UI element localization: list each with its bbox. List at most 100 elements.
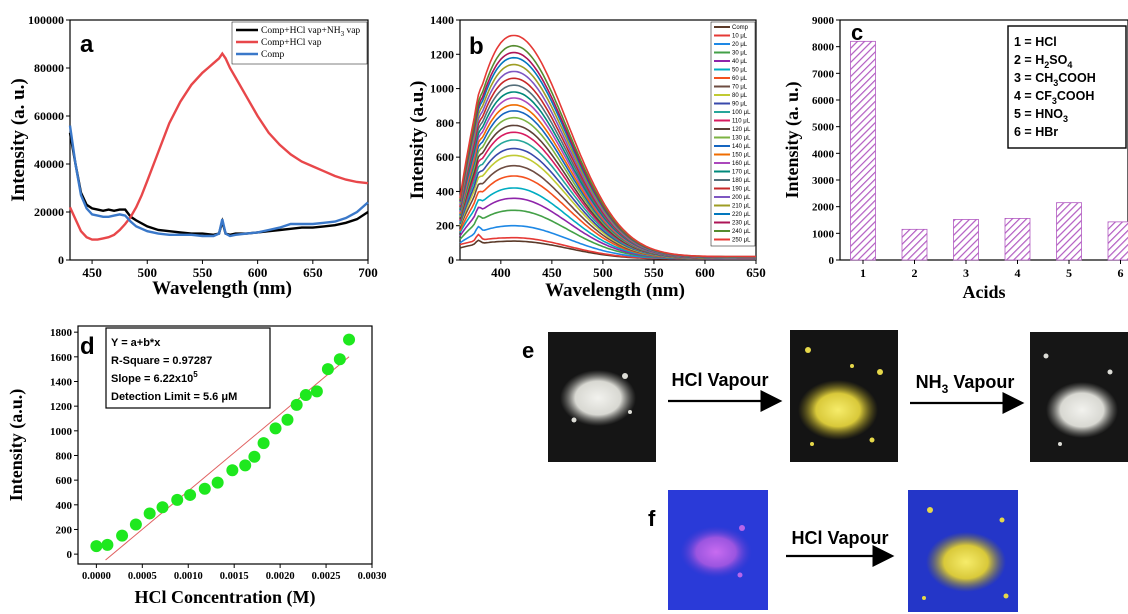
panel-b-ytick-label: 1000 bbox=[430, 82, 454, 96]
panel-d-equation: Y = a+b*x bbox=[111, 337, 161, 349]
panel-a-legend-entry: Comp+HCl vap+NH3 vap bbox=[261, 26, 360, 38]
panel-d-xlabel: HCl Concentration (M) bbox=[135, 587, 316, 608]
photo-compound-hcl-treated bbox=[790, 330, 898, 462]
panel-a-xtick-label: 550 bbox=[193, 265, 213, 280]
panel-b-xtick-label: 500 bbox=[593, 265, 613, 280]
panel-d-data-point bbox=[239, 459, 252, 472]
panel-b-legend-entry: 250 μL bbox=[732, 238, 751, 244]
panel-d-data-point bbox=[90, 540, 103, 553]
panel-b-ytick-label: 600 bbox=[436, 150, 454, 164]
panel-a-ytick-label: 80000 bbox=[34, 61, 64, 75]
panel-b-xtick-label: 400 bbox=[491, 265, 511, 280]
photo-compound-initial bbox=[548, 332, 656, 462]
panel-b-xtick-label: 600 bbox=[695, 265, 715, 280]
panel-d-info-box-frame bbox=[105, 327, 271, 409]
panel-c-ytick-label: 1000 bbox=[812, 228, 835, 240]
panel-a-series-line-1 bbox=[68, 51, 369, 241]
panel-b-legend-entry: 170 μL bbox=[732, 170, 751, 176]
panel-b-legend-box bbox=[710, 21, 756, 247]
panel-b-legend-entry: 200 μL bbox=[732, 195, 751, 201]
panel-c-ytick-label: 2000 bbox=[812, 202, 835, 214]
panel-a-series-line-0 bbox=[68, 132, 369, 237]
panel-b-ylabel: Intensity (a.u.) bbox=[407, 81, 428, 200]
panel-a-chart: 0 20000 40000 60000 80000 100000 450 500 550 600… bbox=[8, 13, 378, 299]
panel-c-chart: 0 1000 2000 3000 4000 5000 6000 7000 8000 9000 1 2… bbox=[782, 15, 1128, 302]
panel-a-xtick-label: 700 bbox=[358, 265, 378, 280]
panel-d-ylabel: Intensity (a.u.) bbox=[6, 389, 27, 502]
photo-compound-uv-initial bbox=[668, 490, 768, 610]
panel-d-data-point bbox=[156, 501, 169, 514]
panel-b-legend-entry: 60 μL bbox=[732, 76, 748, 82]
panel-d-xtick-label: 0.0005 bbox=[128, 571, 157, 582]
photo-e1-white-powder bbox=[560, 370, 636, 426]
panel-c-bar bbox=[953, 219, 979, 261]
panel-c-ytick-label: 0 bbox=[829, 255, 835, 267]
panel-c-ytick-label: 3000 bbox=[812, 175, 835, 187]
panel-f-photo-sequence: f HCl Vapour bbox=[648, 490, 1018, 612]
panel-c-bar bbox=[901, 228, 928, 261]
panel-d-data-point bbox=[116, 529, 129, 542]
panel-a-legend-entry: Comp bbox=[261, 50, 284, 60]
panel-e-label: e bbox=[522, 338, 534, 363]
panel-c-xtick-label: 2 bbox=[912, 266, 918, 280]
panel-e-hcl-vapour-label: HCl Vapour bbox=[671, 370, 768, 390]
photo-compound-uv-hcl-treated bbox=[908, 490, 1018, 612]
panel-d-r-square: R-Square = 0.97287 bbox=[111, 355, 212, 367]
panel-c-ytick-label: 4000 bbox=[812, 148, 835, 160]
panel-d-data-point bbox=[281, 413, 294, 426]
panel-c-ytick-label: 8000 bbox=[812, 42, 835, 54]
panel-f-label: f bbox=[648, 506, 656, 531]
panel-b-plot-frame bbox=[459, 19, 757, 261]
panel-c-legend-entry: 4 = CF3COOH bbox=[1014, 89, 1094, 106]
panel-b-legend-entry: 20 μL bbox=[732, 42, 748, 48]
panel-c-ylabel: Intensity (a. u.) bbox=[782, 81, 803, 198]
panel-b-legend-entry: 130 μL bbox=[732, 136, 751, 142]
panel-c-xtick-label: 5 bbox=[1066, 266, 1072, 280]
panel-d-ytick-label: 1800 bbox=[50, 327, 73, 339]
panel-b-legend-entry: 40 μL bbox=[732, 59, 748, 65]
panel-d-data-point bbox=[143, 507, 156, 520]
panel-b-legend: Comp 10 μL 20 μL 30 μL 40 μL 50 μL 60 μL 70 μL 8… bbox=[710, 21, 756, 247]
panel-d-data-point bbox=[269, 422, 282, 435]
panel-a-xtick-label: 500 bbox=[138, 265, 158, 280]
panel-b-ytick-label: 1400 bbox=[430, 13, 454, 27]
panel-d-data-point bbox=[248, 450, 261, 463]
panel-b-ytick-label: 400 bbox=[436, 184, 454, 198]
panel-c-legend-entry: 1 = HCl bbox=[1014, 35, 1057, 49]
panel-c-bar bbox=[1107, 221, 1128, 261]
panel-d-ytick-label: 800 bbox=[56, 450, 73, 462]
panel-b-legend-entry: 210 μL bbox=[732, 204, 751, 210]
panel-c-bar bbox=[1056, 202, 1082, 261]
panel-c-bar bbox=[1004, 217, 1031, 261]
panel-a-label: a bbox=[80, 31, 94, 58]
panel-b-series-line-25 bbox=[459, 34, 756, 258]
panel-b-legend-entry: Comp bbox=[732, 25, 749, 31]
panel-b-legend-entry: 230 μL bbox=[732, 221, 751, 227]
panel-d-label: d bbox=[80, 333, 95, 360]
panel-c-ytick-label: 7000 bbox=[812, 68, 835, 80]
panel-b-xtick-label: 550 bbox=[644, 265, 664, 280]
panel-d-ytick-label: 1000 bbox=[50, 426, 73, 438]
photo-compound-nh3-recovered bbox=[1030, 332, 1128, 462]
panel-b-ytick-label: 800 bbox=[436, 116, 454, 130]
panel-b-ytick-label: 200 bbox=[436, 219, 454, 233]
panel-b-legend-entry: 70 μL bbox=[732, 85, 748, 91]
panel-b-legend-entry: 240 μL bbox=[732, 229, 751, 235]
panel-d-xtick-label: 0.0020 bbox=[266, 571, 295, 582]
panel-b-legend-entry: 120 μL bbox=[732, 127, 751, 133]
panel-d-data-point bbox=[129, 518, 142, 531]
panel-c-legend-box bbox=[1007, 25, 1127, 149]
panel-b-ytick-label: 1200 bbox=[430, 47, 454, 61]
panel-c-legend-entry: 3 = CH3COOH bbox=[1014, 71, 1096, 88]
panel-d-slope: Slope = 6.22x105 bbox=[111, 370, 198, 385]
panel-a-ylabel: Intensity (a. u.) bbox=[8, 78, 29, 202]
panel-a-xlabel: Wavelength (nm) bbox=[152, 278, 292, 299]
panel-b-xtick-label: 450 bbox=[542, 265, 562, 280]
panel-d-ytick-label: 1200 bbox=[50, 401, 73, 413]
panel-c-xtick-label: 4 bbox=[1015, 266, 1021, 280]
panel-b-legend-entry: 160 μL bbox=[732, 161, 751, 167]
panel-b-xlabel: Wavelength (nm) bbox=[545, 280, 685, 301]
panel-d-data-point bbox=[184, 488, 197, 501]
panel-b-legend-entry: 180 μL bbox=[732, 178, 751, 184]
